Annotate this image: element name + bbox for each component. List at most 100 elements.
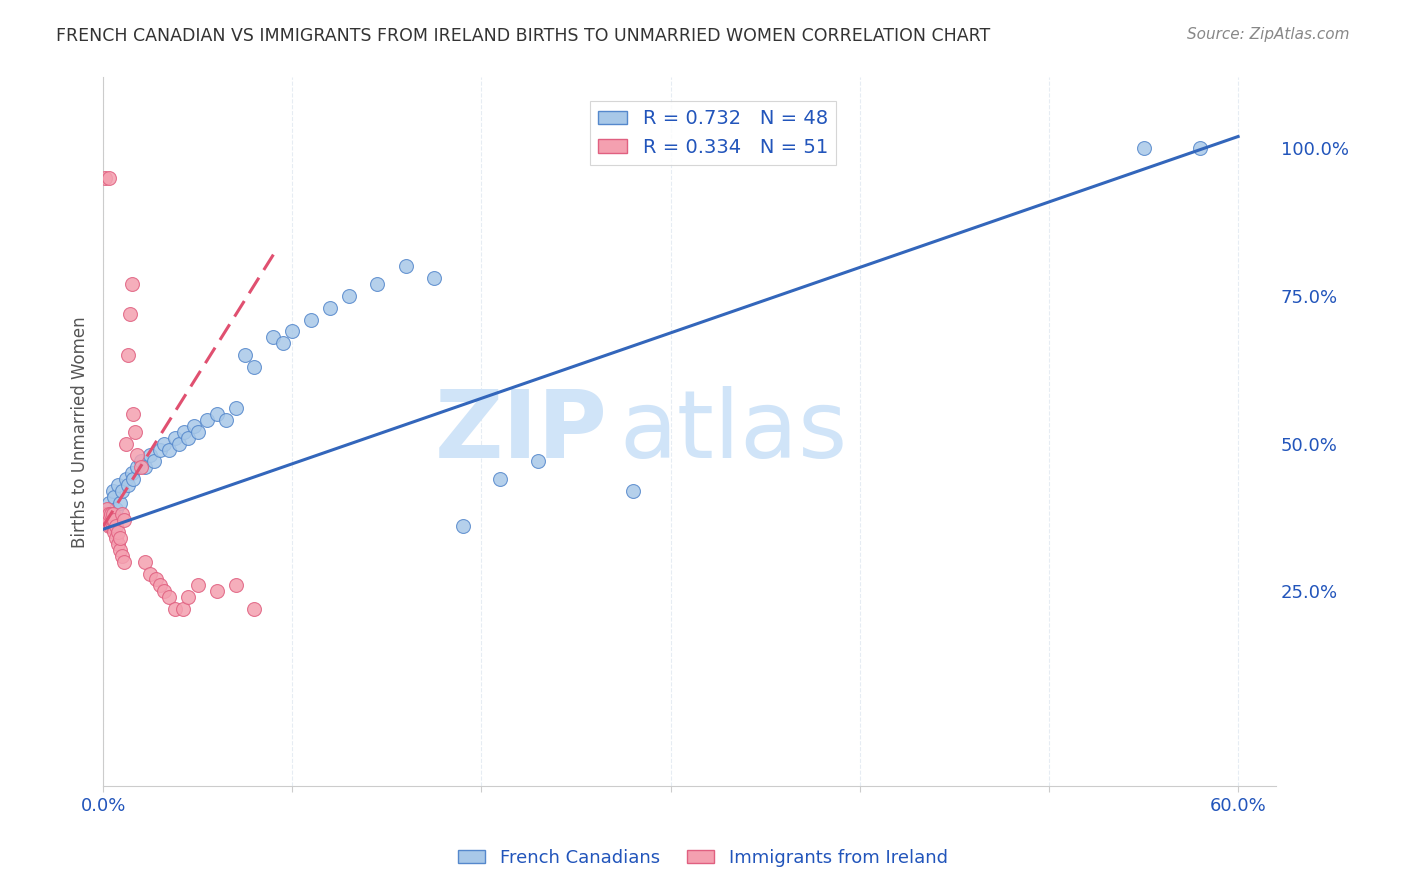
Point <box>127 460 149 475</box>
Point <box>97 170 120 185</box>
Point <box>172 602 194 616</box>
Point <box>225 578 247 592</box>
Text: atlas: atlas <box>619 386 848 478</box>
Point <box>101 483 124 498</box>
Point <box>105 519 128 533</box>
Point <box>205 584 228 599</box>
Point <box>108 496 131 510</box>
Point <box>621 483 644 498</box>
Point <box>124 425 146 439</box>
Point <box>299 312 322 326</box>
Point <box>129 454 152 468</box>
Point <box>177 590 200 604</box>
Point <box>139 566 162 581</box>
Point <box>94 508 117 522</box>
Point <box>122 407 145 421</box>
Point <box>527 454 550 468</box>
Point <box>94 508 117 522</box>
Point <box>1132 141 1154 155</box>
Point <box>94 170 117 185</box>
Point <box>121 277 143 292</box>
Point <box>107 525 129 540</box>
Point <box>337 289 360 303</box>
Point <box>366 277 388 292</box>
Point <box>108 531 131 545</box>
Point <box>103 490 125 504</box>
Point <box>451 519 474 533</box>
Point <box>114 472 136 486</box>
Point <box>152 584 174 599</box>
Point <box>129 460 152 475</box>
Point <box>100 519 122 533</box>
Point <box>101 508 124 522</box>
Point <box>117 478 139 492</box>
Text: Source: ZipAtlas.com: Source: ZipAtlas.com <box>1187 27 1350 42</box>
Point <box>96 508 118 522</box>
Text: ZIP: ZIP <box>434 386 607 478</box>
Point <box>163 431 186 445</box>
Point <box>139 449 162 463</box>
Point <box>187 578 209 592</box>
Point <box>105 531 128 545</box>
Point <box>96 508 118 522</box>
Point <box>107 478 129 492</box>
Point <box>319 301 342 315</box>
Point <box>163 602 186 616</box>
Legend: R = 0.732   N = 48, R = 0.334   N = 51: R = 0.732 N = 48, R = 0.334 N = 51 <box>591 102 835 165</box>
Point <box>103 525 125 540</box>
Point <box>97 496 120 510</box>
Point <box>96 513 118 527</box>
Point <box>94 508 117 522</box>
Y-axis label: Births to Unmarried Women: Births to Unmarried Women <box>72 316 89 548</box>
Point <box>143 454 166 468</box>
Point <box>108 542 131 557</box>
Point <box>423 271 446 285</box>
Point <box>145 573 167 587</box>
Point <box>1189 141 1212 155</box>
Point <box>134 555 156 569</box>
Point <box>177 431 200 445</box>
Point <box>112 513 135 527</box>
Point <box>395 260 418 274</box>
Point <box>173 425 195 439</box>
Point <box>243 359 266 374</box>
Point <box>103 513 125 527</box>
Point <box>107 537 129 551</box>
Point <box>271 336 294 351</box>
Point <box>111 508 134 522</box>
Point <box>100 508 122 522</box>
Point <box>134 460 156 475</box>
Point <box>149 442 172 457</box>
Point <box>101 513 124 527</box>
Point <box>149 578 172 592</box>
Point <box>112 555 135 569</box>
Point <box>105 501 128 516</box>
Point <box>233 348 256 362</box>
Point <box>111 483 134 498</box>
Point <box>96 508 118 522</box>
Point <box>118 307 141 321</box>
Point <box>489 472 512 486</box>
Point <box>195 413 218 427</box>
Point <box>96 501 118 516</box>
Point <box>225 401 247 416</box>
Legend: French Canadians, Immigrants from Ireland: French Canadians, Immigrants from Irelan… <box>451 842 955 874</box>
Point <box>281 325 304 339</box>
Point <box>127 449 149 463</box>
Point <box>122 472 145 486</box>
Point <box>167 436 190 450</box>
Point <box>94 508 117 522</box>
Point <box>157 590 180 604</box>
Point <box>215 413 238 427</box>
Point <box>97 513 120 527</box>
Text: FRENCH CANADIAN VS IMMIGRANTS FROM IRELAND BIRTHS TO UNMARRIED WOMEN CORRELATION: FRENCH CANADIAN VS IMMIGRANTS FROM IRELA… <box>56 27 990 45</box>
Point <box>157 442 180 457</box>
Point <box>183 418 205 433</box>
Point <box>100 508 122 522</box>
Point <box>243 602 266 616</box>
Point <box>152 436 174 450</box>
Point <box>97 508 120 522</box>
Point <box>111 549 134 563</box>
Point <box>117 348 139 362</box>
Point <box>187 425 209 439</box>
